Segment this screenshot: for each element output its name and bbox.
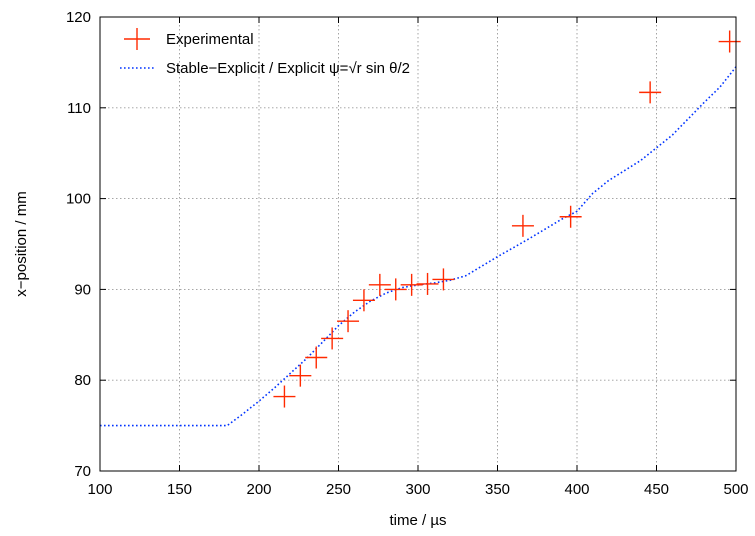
data-point-experimental (321, 327, 344, 350)
y-tick-label: 90 (74, 281, 91, 298)
x-tick-label: 300 (405, 481, 430, 498)
x-tick-label: 200 (246, 481, 271, 498)
x-tick-label: 150 (167, 481, 192, 498)
x-tick-label: 400 (564, 481, 589, 498)
data-point-experimental (352, 289, 375, 312)
x-tick-label: 250 (326, 481, 351, 498)
y-tick-label: 120 (66, 9, 91, 26)
grid (100, 17, 736, 471)
data-point-experimental (400, 273, 423, 296)
data-point-experimental (368, 273, 391, 296)
legend-label-stable-explicit: Stable−Explicit / Explicit ψ=√r sin θ/2 (166, 60, 410, 77)
y-axis-label: x−position / mm (13, 191, 30, 296)
legend-label-experimental: Experimental (166, 31, 254, 48)
data-point-experimental (416, 272, 439, 295)
data-point-experimental (511, 214, 534, 237)
y-tick-label: 110 (67, 100, 91, 117)
data-point-experimental (384, 278, 407, 301)
data-point-experimental (289, 364, 312, 387)
data-point-experimental (718, 30, 741, 53)
y-tick-label: 70 (74, 463, 91, 480)
legend-item-stable-explicit: Stable−Explicit / Explicit ψ=√r sin θ/2 (120, 60, 410, 77)
data-point-experimental (337, 310, 360, 333)
legend-marker-experimental (124, 28, 150, 50)
data-point-experimental (559, 205, 582, 228)
legend-item-experimental: Experimental (124, 28, 254, 50)
y-tick-label: 80 (74, 372, 91, 389)
x-axis-label: time / µs (390, 512, 447, 529)
x-tick-label: 450 (644, 481, 669, 498)
x-tick-label: 500 (723, 481, 748, 498)
legend: Experimental Stable−Explicit / Explicit … (120, 28, 410, 77)
y-tick-label: 100 (66, 191, 91, 208)
axis-ticks: 100 150 200 250 300 350 400 450 500 70 80 90 100 110 1… (66, 9, 749, 498)
series-points-group (273, 30, 741, 408)
data-point-experimental (432, 268, 455, 291)
data-point-experimental (273, 385, 296, 408)
data-point-experimental (639, 81, 662, 104)
x-tick-label: 350 (485, 481, 510, 498)
x-tick-label: 100 (87, 481, 112, 498)
data-point-experimental (305, 346, 328, 369)
